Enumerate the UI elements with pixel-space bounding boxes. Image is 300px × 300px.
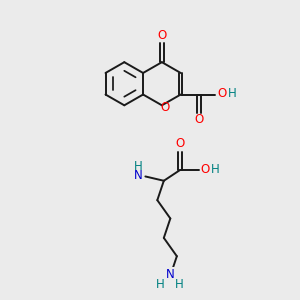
Text: O: O	[194, 113, 204, 126]
Text: O: O	[176, 137, 185, 151]
Text: H: H	[228, 87, 237, 100]
Text: H: H	[211, 163, 220, 176]
Text: O: O	[160, 101, 169, 114]
Text: H: H	[156, 278, 165, 291]
Text: O: O	[217, 87, 226, 100]
Text: N: N	[166, 268, 175, 281]
Text: H: H	[175, 278, 184, 291]
Text: O: O	[200, 163, 209, 176]
Text: H: H	[134, 160, 143, 173]
Text: O: O	[157, 29, 167, 42]
Text: N: N	[134, 169, 143, 182]
